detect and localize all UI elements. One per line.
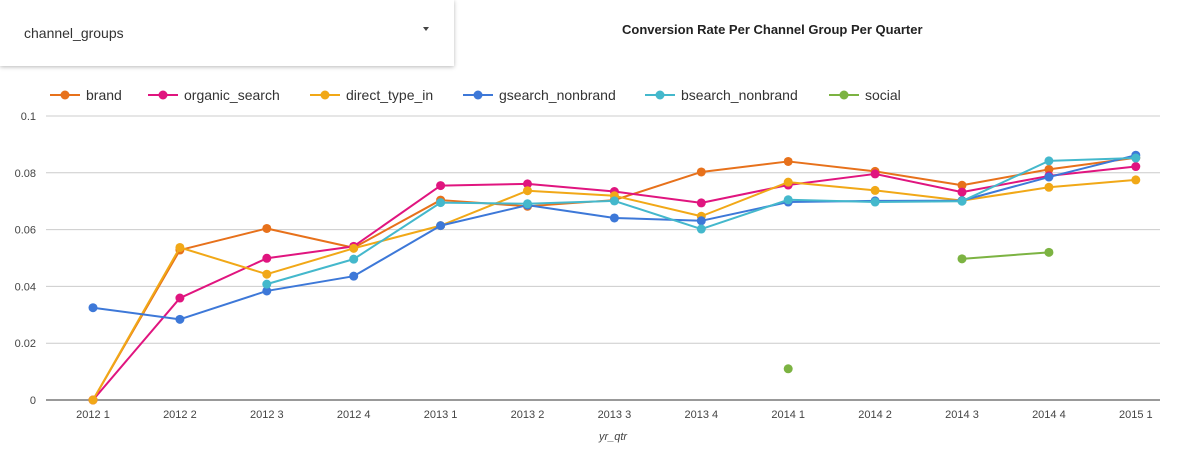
legend-item-label: direct_type_in [346, 87, 433, 103]
data-point-bsearch_nonbrand [436, 198, 446, 208]
legend-item-label: gsearch_nonbrand [499, 87, 616, 103]
y-tick-label: 0.06 [15, 225, 36, 237]
data-point-direct_type_in [783, 177, 793, 187]
y-tick-label: 0.1 [21, 111, 36, 123]
legend-swatch-dot [158, 90, 168, 100]
data-point-social [783, 364, 793, 374]
data-point-bsearch_nonbrand [609, 196, 619, 206]
data-point-gsearch_nonbrand [696, 216, 706, 226]
data-point-brand [696, 167, 706, 177]
legend-swatch-dot [473, 90, 483, 100]
series-line-direct_type_in [92, 178, 1136, 401]
chart-title: Conversion Rate Per Channel Group Per Qu… [622, 22, 923, 37]
legend-item-label: bsearch_nonbrand [681, 87, 798, 103]
data-point-gsearch_nonbrand [609, 213, 619, 223]
data-point-direct_type_in [870, 185, 880, 195]
data-point-direct_type_in [1131, 175, 1141, 185]
x-tick-label: 2013 3 [598, 409, 632, 421]
data-point-gsearch_nonbrand [175, 314, 185, 324]
legend-swatch-dot [655, 90, 665, 100]
data-point-direct_type_in [175, 242, 185, 252]
data-point-bsearch_nonbrand [957, 196, 967, 206]
data-point-organic_search [1131, 162, 1141, 172]
y-tick-label: 0.08 [15, 168, 36, 180]
data-point-gsearch_nonbrand [349, 271, 359, 281]
channel-groups-dropdown[interactable]: channel_groups [0, 0, 454, 66]
data-point-bsearch_nonbrand [696, 224, 706, 234]
data-point-bsearch_nonbrand [1131, 153, 1141, 163]
data-point-bsearch_nonbrand [349, 254, 359, 264]
x-tick-label: 2014 4 [1032, 409, 1066, 421]
series-line-gsearch_nonbrand [92, 154, 1137, 321]
data-point-brand [783, 156, 793, 166]
x-axis-label: yr_qtr [598, 431, 628, 443]
data-point-organic_search [696, 198, 706, 208]
x-tick-label: 2013 2 [511, 409, 545, 421]
legend-item-label: social [865, 87, 901, 103]
data-point-gsearch_nonbrand [436, 221, 446, 231]
x-tick-label: 2012 3 [250, 409, 284, 421]
data-point-organic_search [436, 181, 446, 191]
data-point-organic_search [523, 179, 532, 189]
x-tick-label: 2012 4 [337, 409, 371, 421]
x-tick-label: 2015 1 [1119, 409, 1153, 421]
x-tick-label: 2014 3 [945, 409, 979, 421]
y-tick-label: 0.04 [15, 281, 36, 293]
x-tick-label: 2013 1 [424, 409, 458, 421]
data-point-organic_search [957, 187, 967, 197]
data-point-bsearch_nonbrand [1044, 156, 1054, 166]
data-point-direct_type_in [262, 269, 272, 279]
data-point-social [957, 254, 967, 264]
data-point-gsearch_nonbrand [262, 286, 272, 296]
data-point-brand [957, 180, 967, 190]
data-point-direct_type_in [523, 186, 532, 196]
data-point-bsearch_nonbrand [262, 279, 272, 289]
legend-item-label: brand [86, 87, 122, 103]
y-tick-label: 0.02 [15, 338, 36, 350]
data-point-organic_search [870, 169, 880, 179]
data-point-direct_type_in [349, 243, 359, 253]
data-point-brand [262, 223, 272, 233]
legend-swatch-dot [839, 90, 849, 100]
data-point-brand [1044, 164, 1054, 174]
data-point-bsearch_nonbrand [523, 199, 532, 209]
data-point-gsearch_nonbrand [88, 303, 98, 313]
x-tick-label: 2012 1 [76, 409, 110, 421]
data-point-gsearch_nonbrand [1044, 172, 1054, 182]
data-point-bsearch_nonbrand [870, 197, 880, 207]
legend-item-label: organic_search [184, 87, 280, 103]
y-tick-label: 0 [30, 395, 36, 407]
data-point-direct_type_in [1044, 182, 1054, 192]
series-line-social [961, 251, 1049, 260]
legend-swatch-dot [60, 90, 70, 100]
x-tick-label: 2014 2 [858, 409, 892, 421]
dropdown-label: channel_groups [24, 25, 124, 41]
x-tick-label: 2013 4 [684, 409, 718, 421]
legend-swatch-dot [320, 90, 330, 100]
data-point-social [1044, 247, 1054, 257]
data-point-direct_type_in [88, 395, 98, 405]
chevron-down-icon[interactable] [423, 27, 429, 31]
x-tick-label: 2014 1 [771, 409, 805, 421]
data-point-organic_search [262, 253, 272, 263]
data-point-organic_search [175, 293, 185, 303]
data-point-bsearch_nonbrand [783, 195, 793, 205]
x-tick-label: 2012 2 [163, 409, 197, 421]
